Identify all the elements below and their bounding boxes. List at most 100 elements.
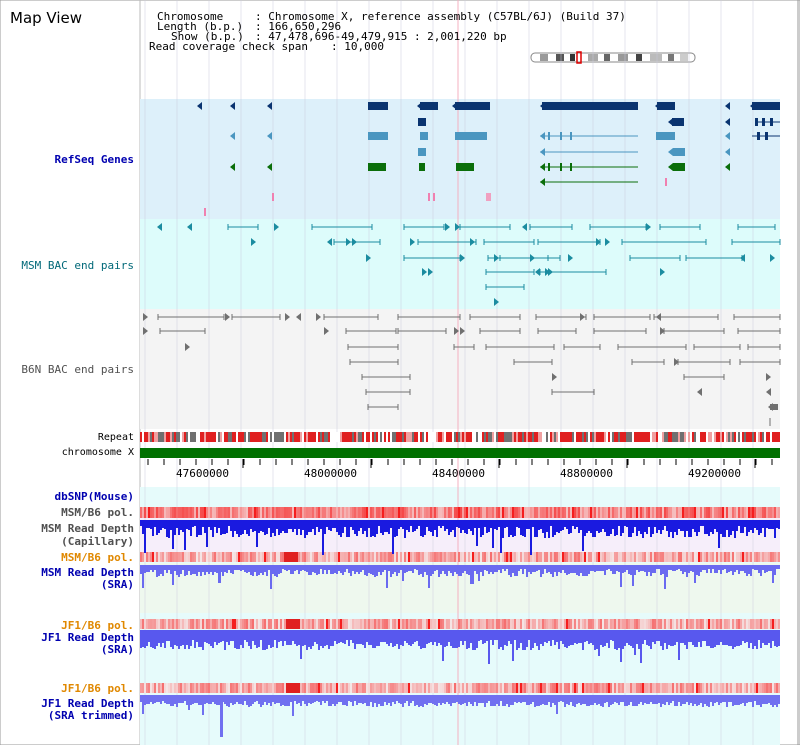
read-depth-bar [712,565,714,569]
polymorphism-cell [680,683,682,693]
read-depth-bar [188,565,190,571]
track-label-b6n-bac[interactable]: B6N BAC end pairs [21,363,134,376]
read-depth-bar [454,630,456,648]
polymorphism-cell [760,507,762,518]
read-depth-bar [702,630,704,641]
read-depth-bar [192,630,194,640]
read-depth-bar [734,695,736,705]
gene-exon [762,118,765,126]
track-label-msm-depth-cap-1: MSM Read Depth [41,522,134,535]
polymorphism-cell [534,507,536,518]
read-depth-bar [326,520,328,527]
read-depth-bar [764,695,766,704]
polymorphism-cell [380,619,382,629]
polymorphism-cell [640,683,642,693]
gene-exon [368,163,386,171]
read-depth-bar [312,565,314,572]
polymorphism-cell [770,552,772,562]
read-depth-bar [236,630,238,649]
polymorphism-cell [748,683,750,693]
read-depth-bar [586,695,588,706]
read-depth-bar [292,630,294,641]
read-depth-bar [748,565,750,574]
bac-end-marker [770,404,778,410]
polymorphism-cell [276,552,278,562]
refseq-track-bg [140,99,780,219]
repeat-block [392,432,394,442]
polymorphism-cell [590,507,592,518]
read-depth-bar [644,695,646,703]
polymorphism-cell [538,619,540,629]
bac-end-marker [697,388,702,396]
repeat-block [210,432,212,442]
read-depth-bar [162,630,164,643]
polymorphism-cell [160,683,162,693]
polymorphism-cell [170,619,172,629]
polymorphism-cell [450,507,452,518]
repeat-block [590,432,592,442]
read-depth-bar [402,695,404,707]
polymorphism-cell [174,683,176,693]
bac-end-marker [656,313,661,321]
read-depth-bar [194,520,196,526]
polymorphism-cell [714,552,716,562]
polymorphism-cell [644,683,646,693]
read-depth-bar [618,630,620,648]
polymorphism-cell [570,619,572,629]
read-depth-bar [560,630,562,641]
polymorphism-cell [560,507,562,518]
read-depth-bar [364,630,366,648]
read-depth-bar [656,565,658,569]
read-depth-bar [528,520,530,529]
read-depth-bar [690,565,692,571]
read-depth-bar [642,695,644,705]
track-label-msm-bac[interactable]: MSM BAC end pairs [21,259,134,272]
polymorphism-cell [726,552,728,562]
polymorphism-cell [568,507,570,518]
read-depth-bar [428,520,430,531]
read-depth-bar [422,695,424,707]
read-depth-bar [400,520,402,527]
polymorphism-cell [360,683,362,693]
read-depth-bar [520,565,522,569]
read-depth-bar [578,520,580,533]
polymorphism-cell [664,683,666,693]
read-depth-bar [392,520,394,554]
polymorphism-cell [344,552,346,562]
read-depth-bar [610,630,612,640]
read-depth-bar [608,695,610,707]
polymorphism-cell [274,683,276,693]
repeat-block [694,432,696,442]
repeat-block [662,432,664,442]
polymorphism-cell [594,552,596,562]
polymorphism-cell [368,552,370,562]
read-depth-bar [646,565,648,576]
polymorphism-cell [514,683,516,693]
polymorphism-cell [598,507,600,518]
polymorphism-cell [678,683,680,693]
track-label-dbsnp[interactable]: dbSNP(Mouse) [54,490,134,503]
read-depth-bar [150,695,152,702]
polymorphism-cell [478,507,480,518]
read-depth-bar [356,695,358,705]
bac-end-marker [535,268,540,276]
read-depth-bar [516,695,518,703]
polymorphism-cell [140,507,142,518]
track-label-refseq[interactable]: RefSeq Genes [54,153,134,166]
repeat-block [756,432,758,442]
polymorphism-cell [470,683,472,693]
polymorphism-cell [232,507,234,518]
read-depth-bar [654,565,656,573]
read-depth-bar [190,630,192,646]
polymorphism-cell [432,619,434,629]
read-depth-bar [380,565,382,575]
read-depth-bar [732,520,734,531]
polymorphism-cell [644,507,646,518]
polymorphism-cell [170,507,172,518]
read-depth-bar [610,520,612,534]
read-depth-bar [334,520,336,528]
read-depth-bar [724,565,726,569]
read-depth-bar [524,520,526,537]
polymorphism-cell [768,552,770,562]
